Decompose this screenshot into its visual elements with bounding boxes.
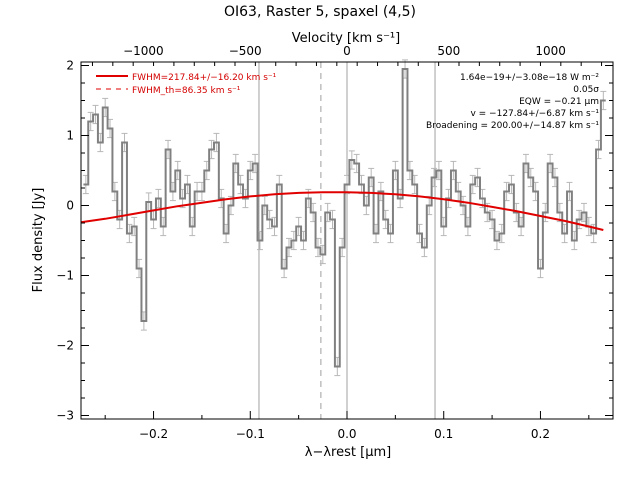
gaussian-fit-line bbox=[80, 191, 604, 231]
x-tick-label: 0.1 bbox=[434, 427, 453, 441]
y-tick-label: 0 bbox=[66, 199, 74, 213]
y-tick-label: 2 bbox=[66, 59, 74, 73]
velocity-tick-label: −500 bbox=[229, 44, 262, 58]
y-tick-label: −3 bbox=[56, 409, 74, 423]
velocity-tick-label: 0 bbox=[343, 44, 351, 58]
annotation-eqw: EQW = −0.21 μm bbox=[519, 97, 599, 107]
x-tick-label: 0.0 bbox=[337, 427, 356, 441]
top-axis-label: Velocity [km s⁻¹] bbox=[292, 31, 400, 46]
x-axis-label: λ−λrest [μm] bbox=[305, 445, 391, 460]
x-tick-label: −0.1 bbox=[236, 427, 265, 441]
velocity-tick-label: −1000 bbox=[123, 44, 164, 58]
y-tick-label: −1 bbox=[56, 269, 74, 283]
x-tick-label: 0.2 bbox=[531, 427, 550, 441]
y-tick-label: 1 bbox=[66, 129, 74, 143]
annotation-significance: 0.05σ bbox=[573, 85, 599, 95]
y-axis-label: Flux density [Jy] bbox=[31, 188, 46, 293]
chart-title: OI63, Raster 5, spaxel (4,5) bbox=[224, 4, 416, 20]
annotation-broadening: Broadening = 200.00+/−14.87 km s⁻¹ bbox=[426, 121, 599, 131]
velocity-tick-label: 1000 bbox=[535, 44, 566, 58]
legend-fwhm-th: FWHM_th=86.35 km s⁻¹ bbox=[132, 86, 241, 96]
velocity-tick-label: 500 bbox=[437, 44, 460, 58]
legend-fwhm: FWHM=217.84+/−16.20 km s⁻¹ bbox=[132, 73, 277, 83]
annotation-line-flux: 1.64e−19+/−3.08e−18 W m⁻² bbox=[460, 73, 599, 83]
y-tick-label: −2 bbox=[56, 339, 74, 353]
flux-step-series bbox=[83, 68, 606, 368]
x-tick-label: −0.2 bbox=[139, 427, 168, 441]
annotation-velocity: v = −127.84+/−6.87 km s⁻¹ bbox=[470, 109, 599, 119]
